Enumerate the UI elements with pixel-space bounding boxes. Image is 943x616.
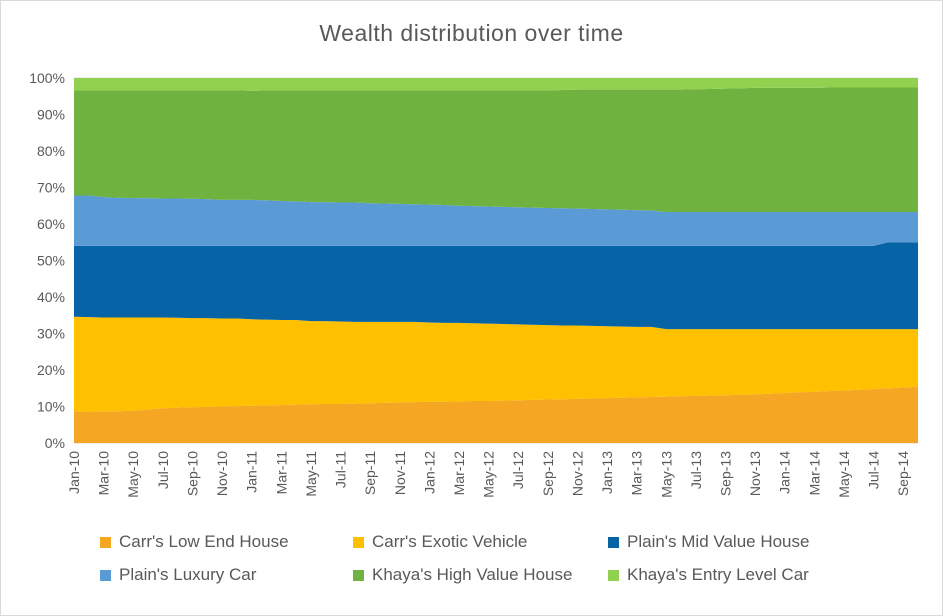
area-chart: 0% 10% 20% 30% 40% 50% 60% 70% 80% 90% 100% Jan-10…: [29, 70, 918, 498]
legend-swatch: [100, 536, 111, 548]
x-tick-label: Jan-13: [599, 451, 615, 494]
x-tick-label: Mar-14: [806, 451, 822, 496]
x-tick-label: Sep-13: [718, 451, 734, 496]
y-tick-label: 20%: [37, 362, 65, 378]
x-tick-label: Jul-11: [333, 451, 349, 488]
y-tick-label: 60%: [37, 216, 65, 232]
legend-swatch: [353, 569, 364, 581]
x-tick-label: Jul-14: [866, 451, 882, 489]
legend-item: Plain's Luxury Car: [100, 565, 256, 585]
legend-swatch: [100, 569, 111, 581]
area-series-1: [74, 386, 918, 443]
legend-swatch: [608, 536, 619, 548]
y-tick-label: 0%: [45, 435, 65, 451]
y-tick-label: 100%: [29, 70, 65, 86]
y-tick-label: 10%: [37, 399, 65, 415]
area-series-6: [74, 78, 918, 91]
x-tick-label: May-12: [481, 451, 497, 498]
legend-item: Plain's Mid Value House: [608, 532, 809, 552]
x-tick-label: Jul-10: [155, 451, 171, 489]
x-tick-label: Jan-12: [421, 451, 437, 494]
legend-label: Plain's Luxury Car: [119, 565, 257, 584]
x-tick-label: Jan-14: [777, 451, 793, 494]
y-tick-label: 90%: [37, 107, 65, 123]
area-series-4: [74, 195, 918, 246]
x-tick-label: Jan-10: [66, 451, 82, 494]
x-tick-label: May-14: [836, 451, 852, 498]
legend-label: Plain's Mid Value House: [627, 532, 810, 551]
x-tick-label: Jul-13: [688, 451, 704, 489]
y-tick-label: 50%: [37, 253, 65, 269]
y-tick-label: 30%: [37, 326, 65, 342]
legend-item: Khaya's Entry Level Car: [608, 565, 809, 585]
x-tick-label: Nov-12: [569, 451, 585, 496]
x-tick-label: May-13: [658, 451, 674, 498]
x-tick-label: Nov-11: [392, 451, 408, 495]
legend-item: Carr's Low End House: [100, 532, 289, 552]
legend-label: Carr's Exotic Vehicle: [372, 532, 528, 551]
x-tick-label: Sep-12: [540, 451, 556, 496]
area-series-5: [74, 87, 918, 212]
legend-item: Khaya's High Value House: [353, 565, 572, 585]
x-tick-label: Mar-12: [451, 451, 467, 496]
y-tick-label: 80%: [37, 143, 65, 159]
x-tick-label: Sep-14: [895, 451, 911, 496]
x-tick-label: Mar-13: [629, 451, 645, 496]
x-tick-label: Nov-10: [214, 451, 230, 496]
x-tick-label: Mar-10: [96, 451, 112, 496]
chart-title: Wealth distribution over time: [319, 20, 624, 46]
legend-label: Khaya's High Value House: [372, 565, 573, 584]
x-tick-label: May-11: [303, 451, 319, 497]
legend-swatch: [608, 569, 619, 581]
x-tick-label: May-10: [125, 451, 141, 498]
x-tick-label: Nov-13: [747, 451, 763, 496]
legend-label: Carr's Low End House: [119, 532, 289, 551]
y-tick-label: 70%: [37, 180, 65, 196]
x-tick-label: Jan-11: [244, 451, 260, 493]
y-tick-label: 40%: [37, 289, 65, 305]
x-tick-label: Jul-12: [510, 451, 526, 489]
legend-label: Khaya's Entry Level Car: [627, 565, 809, 584]
x-tick-label: Sep-10: [184, 451, 200, 496]
area-series-2: [74, 316, 918, 412]
x-tick-label: Mar-11: [273, 451, 289, 495]
legend-swatch: [353, 536, 364, 548]
x-tick-label: Sep-11: [362, 451, 378, 495]
legend-item: Carr's Exotic Vehicle: [353, 532, 527, 552]
area-series-3: [74, 242, 918, 330]
